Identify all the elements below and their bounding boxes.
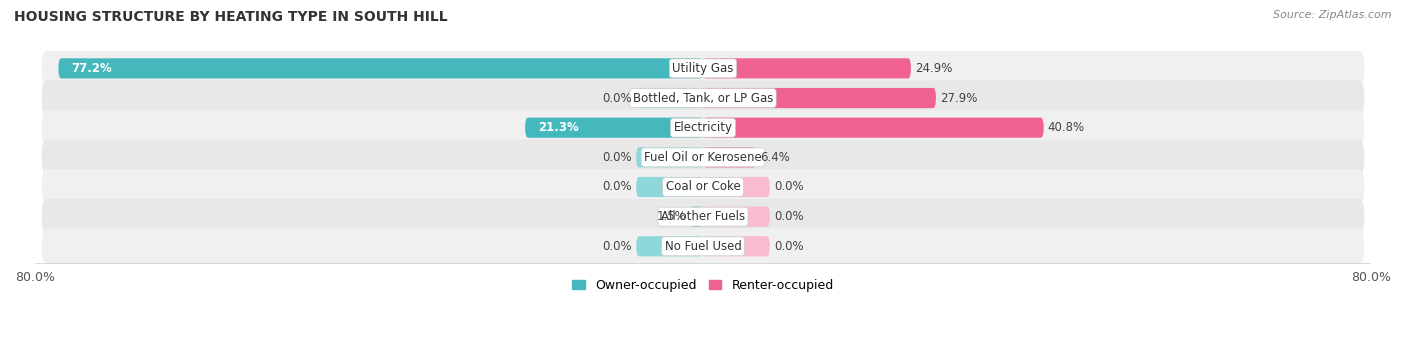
Text: 6.4%: 6.4% [761, 151, 790, 164]
FancyBboxPatch shape [42, 51, 1364, 86]
FancyBboxPatch shape [42, 110, 1364, 145]
Text: All other Fuels: All other Fuels [661, 210, 745, 223]
Text: Electricity: Electricity [673, 121, 733, 134]
FancyBboxPatch shape [42, 140, 1364, 175]
FancyBboxPatch shape [703, 147, 756, 167]
FancyBboxPatch shape [636, 236, 703, 256]
Text: Utility Gas: Utility Gas [672, 62, 734, 75]
FancyBboxPatch shape [42, 80, 1364, 116]
FancyBboxPatch shape [59, 58, 703, 78]
FancyBboxPatch shape [42, 199, 1364, 234]
Text: 0.0%: 0.0% [602, 91, 633, 105]
Text: 21.3%: 21.3% [537, 121, 578, 134]
FancyBboxPatch shape [526, 118, 703, 138]
Text: 40.8%: 40.8% [1047, 121, 1085, 134]
FancyBboxPatch shape [636, 177, 703, 197]
Legend: Owner-occupied, Renter-occupied: Owner-occupied, Renter-occupied [572, 279, 834, 292]
FancyBboxPatch shape [703, 236, 770, 256]
Text: 0.0%: 0.0% [773, 180, 804, 193]
Text: 0.0%: 0.0% [602, 151, 633, 164]
Text: 0.0%: 0.0% [602, 180, 633, 193]
Text: Source: ZipAtlas.com: Source: ZipAtlas.com [1274, 10, 1392, 20]
Text: 0.0%: 0.0% [602, 240, 633, 253]
FancyBboxPatch shape [636, 147, 703, 167]
Text: 24.9%: 24.9% [915, 62, 952, 75]
FancyBboxPatch shape [703, 58, 911, 78]
FancyBboxPatch shape [703, 88, 936, 108]
Text: HOUSING STRUCTURE BY HEATING TYPE IN SOUTH HILL: HOUSING STRUCTURE BY HEATING TYPE IN SOU… [14, 10, 447, 24]
Text: 0.0%: 0.0% [773, 210, 804, 223]
Text: Bottled, Tank, or LP Gas: Bottled, Tank, or LP Gas [633, 91, 773, 105]
FancyBboxPatch shape [703, 207, 770, 227]
FancyBboxPatch shape [42, 229, 1364, 264]
FancyBboxPatch shape [703, 118, 1043, 138]
FancyBboxPatch shape [42, 169, 1364, 205]
Text: 77.2%: 77.2% [70, 62, 111, 75]
Text: No Fuel Used: No Fuel Used [665, 240, 741, 253]
Text: 1.5%: 1.5% [657, 210, 686, 223]
Text: Coal or Coke: Coal or Coke [665, 180, 741, 193]
Text: 0.0%: 0.0% [773, 240, 804, 253]
FancyBboxPatch shape [703, 177, 770, 197]
Text: 27.9%: 27.9% [941, 91, 977, 105]
FancyBboxPatch shape [636, 88, 703, 108]
Text: Fuel Oil or Kerosene: Fuel Oil or Kerosene [644, 151, 762, 164]
FancyBboxPatch shape [690, 207, 703, 227]
